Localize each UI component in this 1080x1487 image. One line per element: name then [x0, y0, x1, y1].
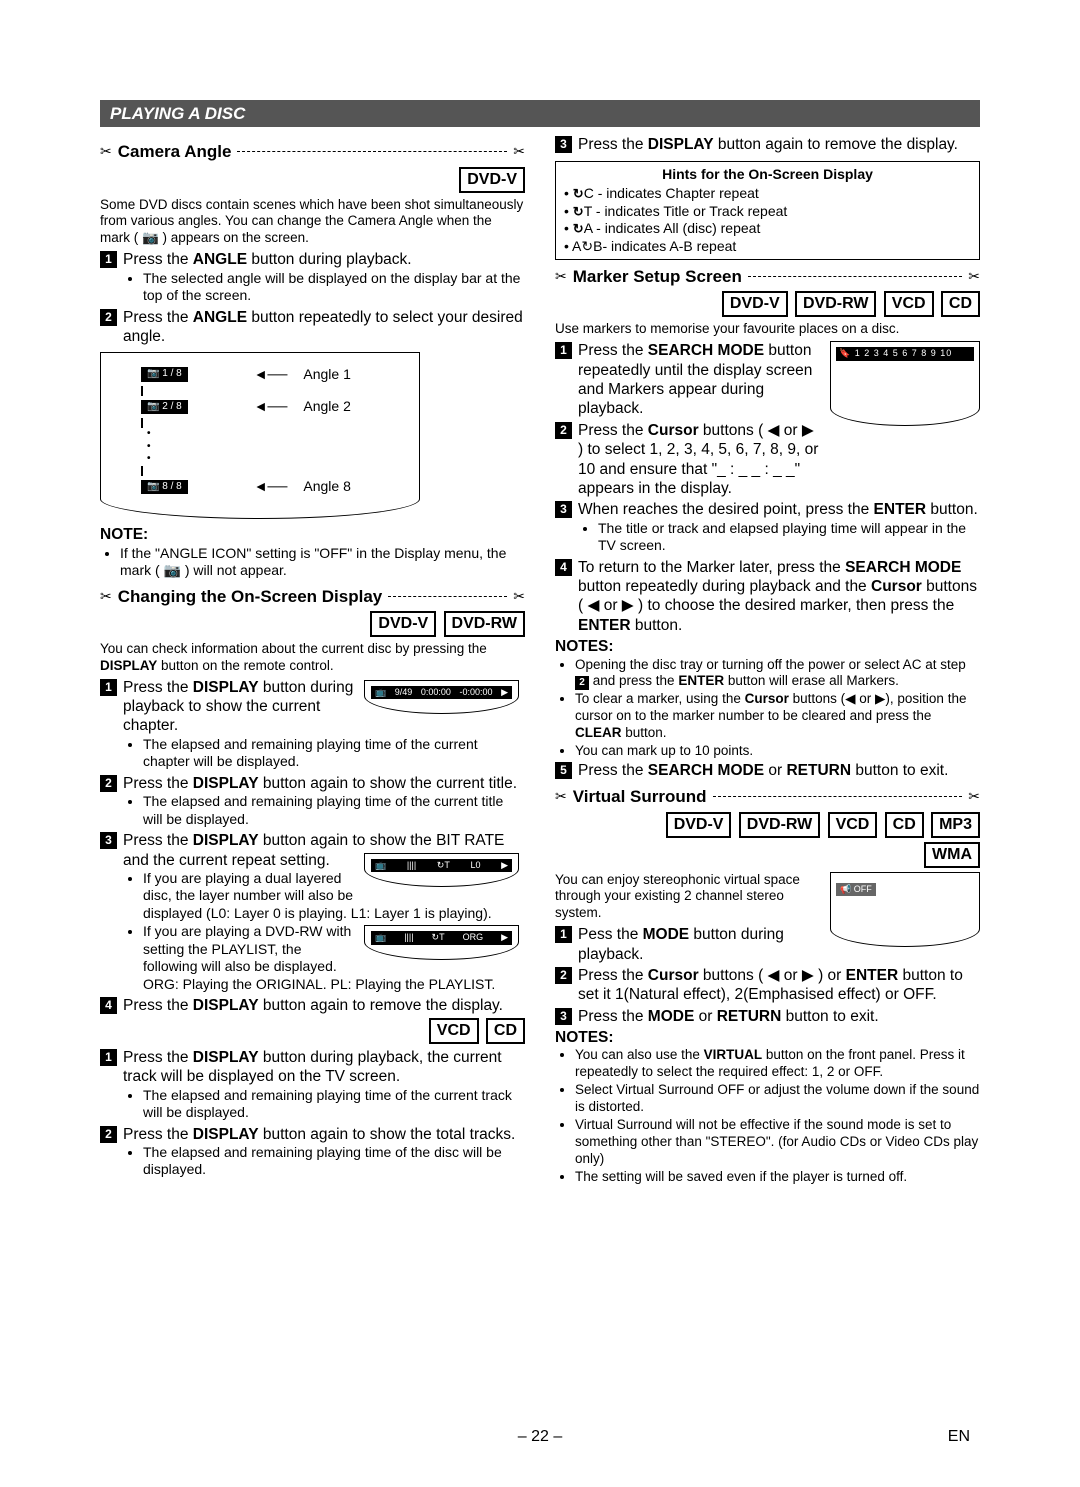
step-body: Press the DISPLAY button again to show t…: [123, 774, 525, 829]
format-badge: DVD-V: [722, 291, 788, 317]
scissor-icon: ✂: [100, 588, 112, 606]
note-heading: NOTE:: [100, 525, 525, 544]
step-body: Press the DISPLAY button again to show t…: [123, 831, 519, 994]
note-text: Virtual Surround will not be effective i…: [575, 1117, 980, 1168]
step-number-icon: 3: [555, 1008, 572, 1025]
scissor-icon: ✂: [968, 788, 980, 806]
format-badge: CD: [486, 1018, 525, 1044]
section-heading-camera-angle: Camera Angle: [118, 141, 232, 162]
step-body: Press the SEARCH MODE or RETURN button t…: [578, 761, 980, 780]
step-body: Press the DISPLAY button again to remove…: [578, 135, 980, 154]
step-number-icon: 3: [555, 501, 572, 518]
note-text: Select Virtual Surround OFF or adjust th…: [575, 1082, 980, 1116]
format-badge: VCD: [429, 1018, 479, 1044]
step-number-icon: 1: [555, 342, 572, 359]
step-body: To return to the Marker later, press the…: [578, 558, 980, 636]
virtual-surround-figure: 📢 OFF: [830, 872, 980, 947]
notes-heading: NOTES:: [555, 1028, 980, 1047]
note-text: You can mark up to 10 points.: [575, 743, 980, 760]
format-badge: CD: [941, 291, 980, 317]
scissor-icon: ✂: [968, 268, 980, 286]
step-body: Press the SEARCH MODE button repeatedly …: [578, 341, 822, 419]
step-number-icon: 3: [100, 832, 117, 849]
format-badge: DVD-RW: [444, 611, 525, 637]
left-column: ✂ Camera Angle ✂ DVD-V Some DVD discs co…: [100, 135, 525, 1186]
step-body: Press the DISPLAY button again to remove…: [123, 996, 525, 1015]
format-badge: MP3: [931, 812, 980, 838]
step-body: Press the DISPLAY button again to show t…: [123, 1125, 525, 1180]
step-body: When reaches the desired point, press th…: [578, 500, 980, 555]
step-number-icon: 1: [100, 679, 117, 696]
marker-figure: 🔖 1 2 3 4 5 6 7 8 9 10: [830, 341, 980, 426]
step-number-icon: 2: [555, 422, 572, 439]
note-text: The setting will be saved even if the pl…: [575, 1169, 980, 1186]
step-body: Press the DISPLAY button during playback…: [123, 1048, 525, 1123]
scissor-icon: ✂: [513, 143, 525, 161]
step-number-icon: 2: [100, 775, 117, 792]
scissor-icon: ✂: [100, 143, 112, 161]
format-badge: VCD: [884, 291, 934, 317]
section-heading-marker: Marker Setup Screen: [573, 266, 742, 287]
step-number-icon: 4: [100, 997, 117, 1014]
step-body: 📺9/490:00:00-0:00:00▶ Press the DISPLAY …: [123, 678, 519, 772]
step-number-icon: 1: [100, 251, 117, 268]
format-badge: VCD: [828, 812, 878, 838]
scissor-icon: ✂: [555, 788, 567, 806]
section-heading-osd: Changing the On-Screen Display: [118, 586, 383, 607]
osd-intro: You can check information about the curr…: [100, 641, 525, 675]
note-text: You can also use the VIRTUAL button on t…: [575, 1047, 980, 1081]
page-lang: EN: [948, 1427, 970, 1447]
step-number-icon: 2: [100, 309, 117, 326]
note-text: Opening the disc tray or turning off the…: [575, 657, 980, 691]
step-body: Press the ANGLE button during playback. …: [123, 250, 525, 305]
format-badge: WMA: [924, 842, 980, 868]
camera-angle-intro: Some DVD discs contain scenes which have…: [100, 197, 525, 248]
note-text: If the "ANGLE ICON" setting is "OFF" in …: [120, 545, 525, 580]
osd-figure-3a: 📺||||↻TL0▶: [364, 853, 519, 887]
format-badge: DVD-V: [666, 812, 732, 838]
hints-box: Hints for the On-Screen Display • C - in…: [555, 161, 980, 261]
marker-intro: Use markers to memorise your favourite p…: [555, 321, 980, 338]
step-number-icon: 5: [555, 762, 572, 779]
format-badge: DVD-RW: [795, 291, 876, 317]
format-badge: DVD-RW: [739, 812, 820, 838]
note-text: To clear a marker, using the Cursor butt…: [575, 691, 980, 742]
step-body: Press the ANGLE button repeatedly to sel…: [123, 308, 525, 347]
format-badge: DVD-V: [459, 167, 525, 193]
step-body: Press the MODE or RETURN button to exit.: [578, 1007, 980, 1026]
osd-figure-1: 📺9/490:00:00-0:00:00▶: [364, 680, 519, 714]
page-number: – 22 –: [518, 1428, 562, 1445]
notes-heading: NOTES:: [555, 637, 980, 656]
scissor-icon: ✂: [555, 268, 567, 286]
step-number-icon: 2: [100, 1126, 117, 1143]
angle-figure: 📷 1 / 8◄──Angle 1 📷 2 / 8◄──Angle 2 ••• …: [100, 352, 420, 519]
scissor-icon: ✂: [513, 588, 525, 606]
step-body: Press the Cursor buttons ( ◀ or ▶ ) to s…: [578, 421, 822, 499]
step-number-icon: 1: [555, 926, 572, 943]
section-heading-virtual-surround: Virtual Surround: [573, 786, 707, 807]
step-number-icon: 2: [555, 967, 572, 984]
step-body: Pess the MODE button during playback.: [578, 925, 822, 964]
page-title: PLAYING A DISC: [100, 100, 980, 127]
step-number-icon: 3: [555, 136, 572, 153]
step-body: Press the Cursor buttons ( ◀ or ▶ ) or E…: [578, 966, 980, 1005]
osd-figure-3b: 📺||||↻TORG▶: [364, 925, 519, 959]
right-column: 3 Press the DISPLAY button again to remo…: [555, 135, 980, 1186]
format-badge: DVD-V: [370, 611, 436, 637]
step-number-icon: 1: [100, 1049, 117, 1066]
format-badge: CD: [885, 812, 924, 838]
step-number-icon: 4: [555, 559, 572, 576]
